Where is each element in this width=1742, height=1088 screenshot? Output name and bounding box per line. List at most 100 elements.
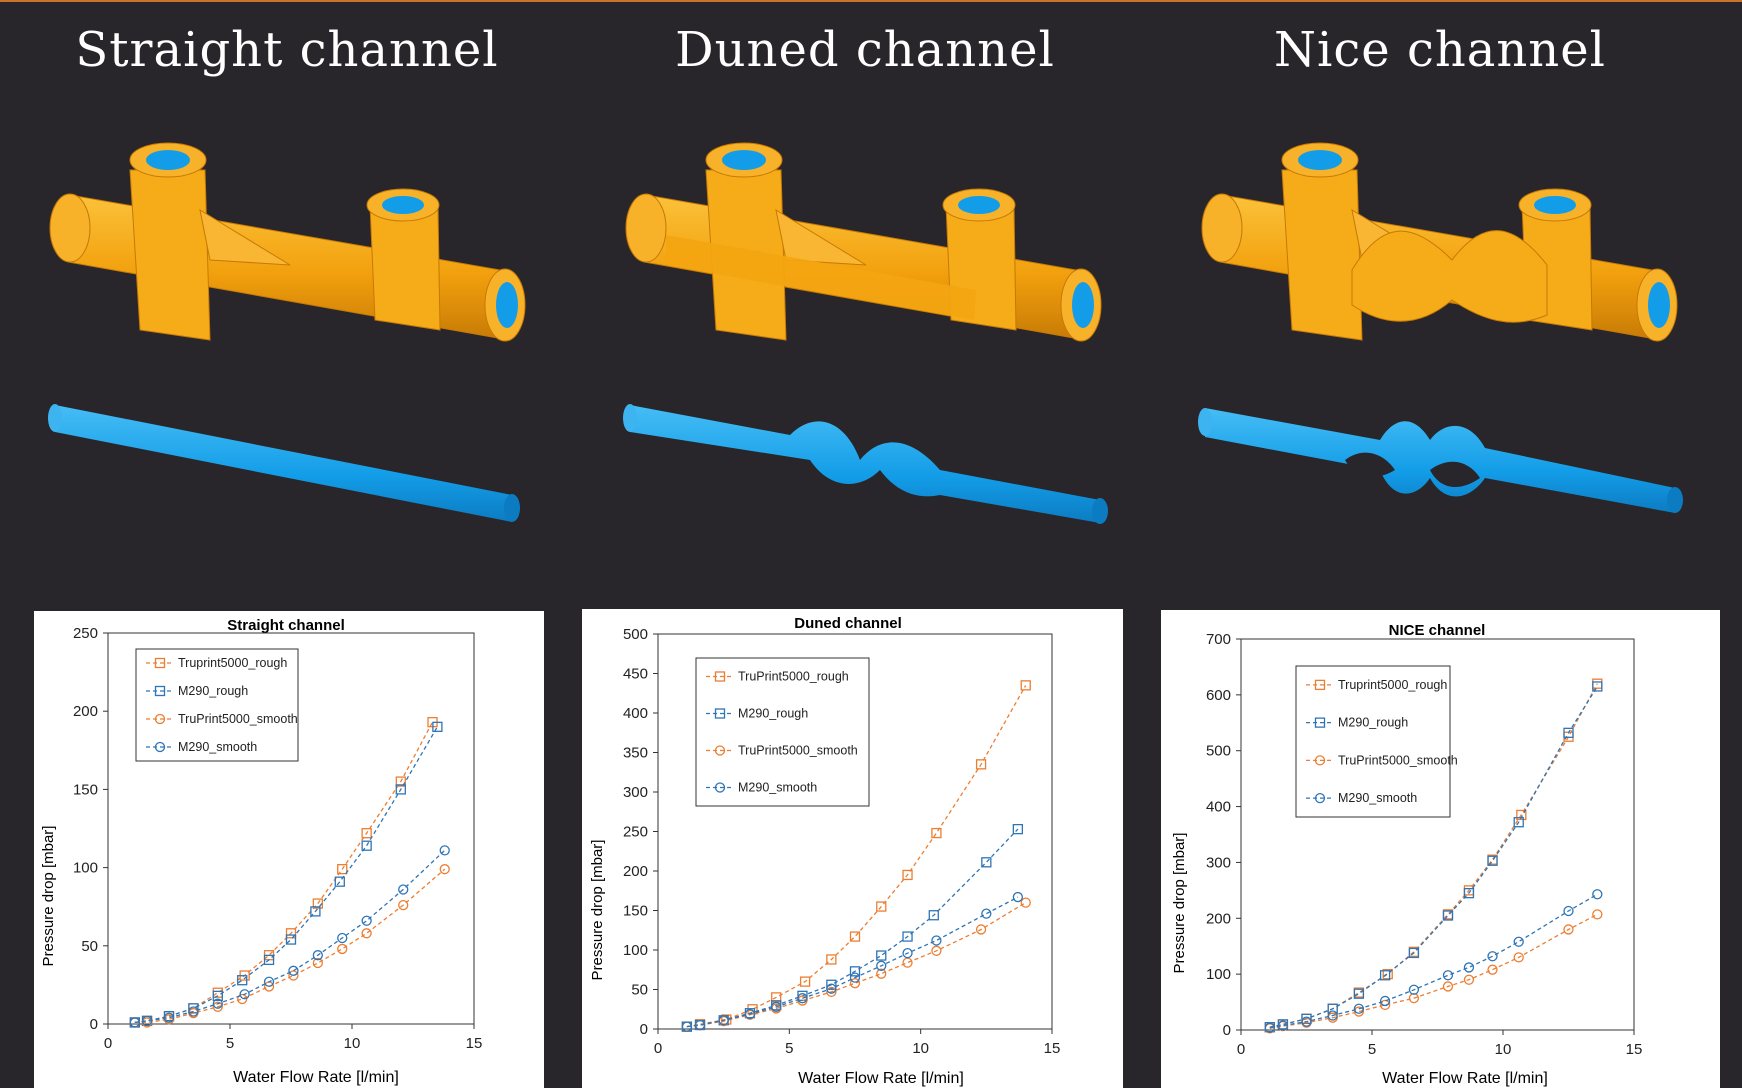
legend-entry: Truprint5000_rough (1338, 678, 1447, 692)
data-point (312, 898, 323, 909)
column-title-straight: Straight channel (75, 22, 499, 78)
data-point (902, 957, 913, 968)
data-point (1264, 1022, 1275, 1033)
data-point (1563, 924, 1574, 935)
data-point (1020, 897, 1031, 908)
legend-marker (714, 708, 726, 719)
data-point (931, 935, 942, 946)
data-point (212, 990, 223, 1001)
series-line (134, 849, 446, 1024)
y-tick-label: 150 (623, 903, 648, 920)
data-point (212, 1001, 223, 1012)
data-point (1379, 995, 1391, 1007)
data-point (681, 1021, 693, 1032)
straight-part-model (49, 142, 526, 342)
chart-duned-channel: Duned channel Water Flow Rate [l/min] Pr… (582, 609, 1123, 1088)
legend-marker (1314, 717, 1326, 728)
series-line (686, 828, 1019, 1028)
data-point (361, 840, 372, 851)
legend-marker (714, 782, 726, 793)
data-point (931, 827, 942, 839)
legend-marker (154, 741, 166, 753)
y-tick-label: 200 (1206, 910, 1231, 927)
x-tick-label: 15 (1626, 1041, 1643, 1058)
data-point (1408, 947, 1420, 959)
data-point (263, 954, 275, 966)
legend-marker (1314, 755, 1326, 766)
data-point (826, 986, 837, 998)
legend-marker (154, 685, 166, 697)
data-point (1513, 952, 1524, 963)
data-point (285, 928, 297, 939)
data-point (1277, 1020, 1289, 1031)
data-point (799, 976, 811, 987)
y-tick-label: 300 (1206, 854, 1231, 871)
data-point (1592, 889, 1603, 900)
data-point (902, 948, 913, 959)
chart-title: Straight channel (227, 617, 345, 634)
data-point (439, 864, 450, 875)
series-line (134, 868, 446, 1024)
y-tick-label: 200 (73, 703, 98, 720)
data-point (902, 931, 913, 942)
data-point (902, 869, 913, 881)
y-tick-label: 100 (1206, 966, 1231, 983)
y-tick-label: 0 (640, 1021, 648, 1038)
x-tick-label: 5 (1368, 1041, 1376, 1058)
data-point (334, 876, 345, 887)
data-point (1513, 817, 1524, 828)
data-point (876, 950, 887, 961)
x-tick-label: 10 (1495, 1041, 1512, 1058)
data-point (129, 1017, 140, 1028)
data-point (1463, 962, 1475, 973)
legend-entry: M290_smooth (1338, 791, 1417, 805)
data-point (826, 983, 837, 994)
data-point (1516, 809, 1527, 821)
data-point (1301, 1016, 1312, 1027)
y-tick-label: 400 (623, 705, 648, 722)
x-axis-label: Water Flow Rate [l/min] (798, 1070, 964, 1087)
data-point (797, 993, 808, 1004)
data-point (1442, 970, 1454, 981)
data-point (876, 968, 887, 979)
legend-marker (1314, 679, 1326, 691)
data-point (876, 960, 887, 971)
data-point (1379, 970, 1391, 981)
data-point (975, 759, 987, 770)
series-line (134, 726, 438, 1024)
data-point (826, 954, 837, 965)
data-point (849, 978, 861, 989)
x-tick-label: 0 (104, 1035, 112, 1052)
data-point (1487, 951, 1498, 962)
series-line (686, 902, 1027, 1028)
data-point (398, 899, 409, 911)
data-point (395, 784, 406, 795)
y-tick-label: 100 (73, 860, 98, 877)
data-point (1563, 727, 1574, 738)
data-point (361, 928, 372, 939)
data-point (1513, 936, 1524, 947)
data-point (849, 972, 861, 983)
data-point (361, 828, 372, 839)
data-point (931, 945, 942, 956)
legend-box (695, 657, 870, 807)
data-point (432, 721, 443, 732)
series-line (686, 685, 1027, 1028)
x-axis-label: Water Flow Rate [l/min] (1382, 1070, 1548, 1087)
series-line (686, 896, 1019, 1028)
legend-entry: TruPrint5000_smooth (178, 712, 298, 726)
legend-marker (714, 671, 726, 682)
y-axis-label: Pressure drop [mbar] (40, 826, 57, 967)
y-tick-label: 200 (623, 863, 648, 880)
data-point (1353, 1006, 1365, 1017)
data-point (1487, 855, 1498, 866)
x-tick-label: 10 (912, 1040, 929, 1057)
data-point (1592, 909, 1603, 920)
data-point (981, 857, 992, 868)
data-point (1442, 981, 1454, 992)
legend-entry: TruPrint5000_smooth (1338, 753, 1458, 767)
data-point (1563, 905, 1574, 917)
legend-entry: M290_rough (1338, 716, 1408, 730)
y-axis-label: Pressure drop [mbar] (589, 840, 606, 981)
x-tick-label: 5 (785, 1040, 793, 1057)
